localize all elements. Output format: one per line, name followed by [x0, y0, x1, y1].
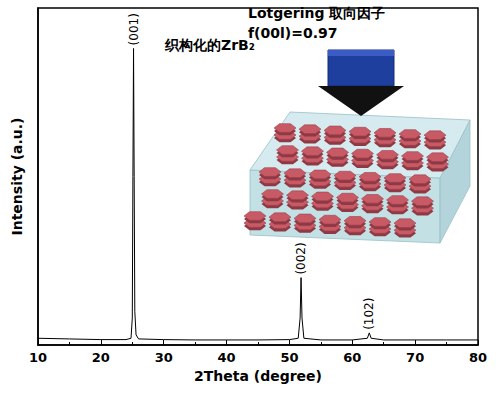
- svg-text:60: 60: [343, 350, 361, 365]
- svg-text:(001): (001): [127, 13, 141, 45]
- svg-text:Intensity (a.u.): Intensity (a.u.): [9, 117, 25, 235]
- svg-text:70: 70: [406, 350, 424, 365]
- svg-text:40: 40: [218, 350, 236, 365]
- svg-text:30: 30: [155, 350, 173, 365]
- svg-text:Lotgering 取向因子: Lotgering 取向因子: [248, 5, 385, 21]
- svg-text:10: 10: [29, 350, 47, 365]
- svg-text:(102): (102): [362, 298, 376, 330]
- svg-text:f(00l)=0.97: f(00l)=0.97: [248, 25, 337, 41]
- svg-text:织构化的ZrB₂: 织构化的ZrB₂: [164, 37, 255, 53]
- svg-text:20: 20: [92, 350, 110, 365]
- svg-text:80: 80: [469, 350, 487, 365]
- svg-text:(002): (002): [294, 242, 308, 274]
- svg-text:2Theta (degree): 2Theta (degree): [194, 368, 322, 384]
- svg-text:50: 50: [280, 350, 298, 365]
